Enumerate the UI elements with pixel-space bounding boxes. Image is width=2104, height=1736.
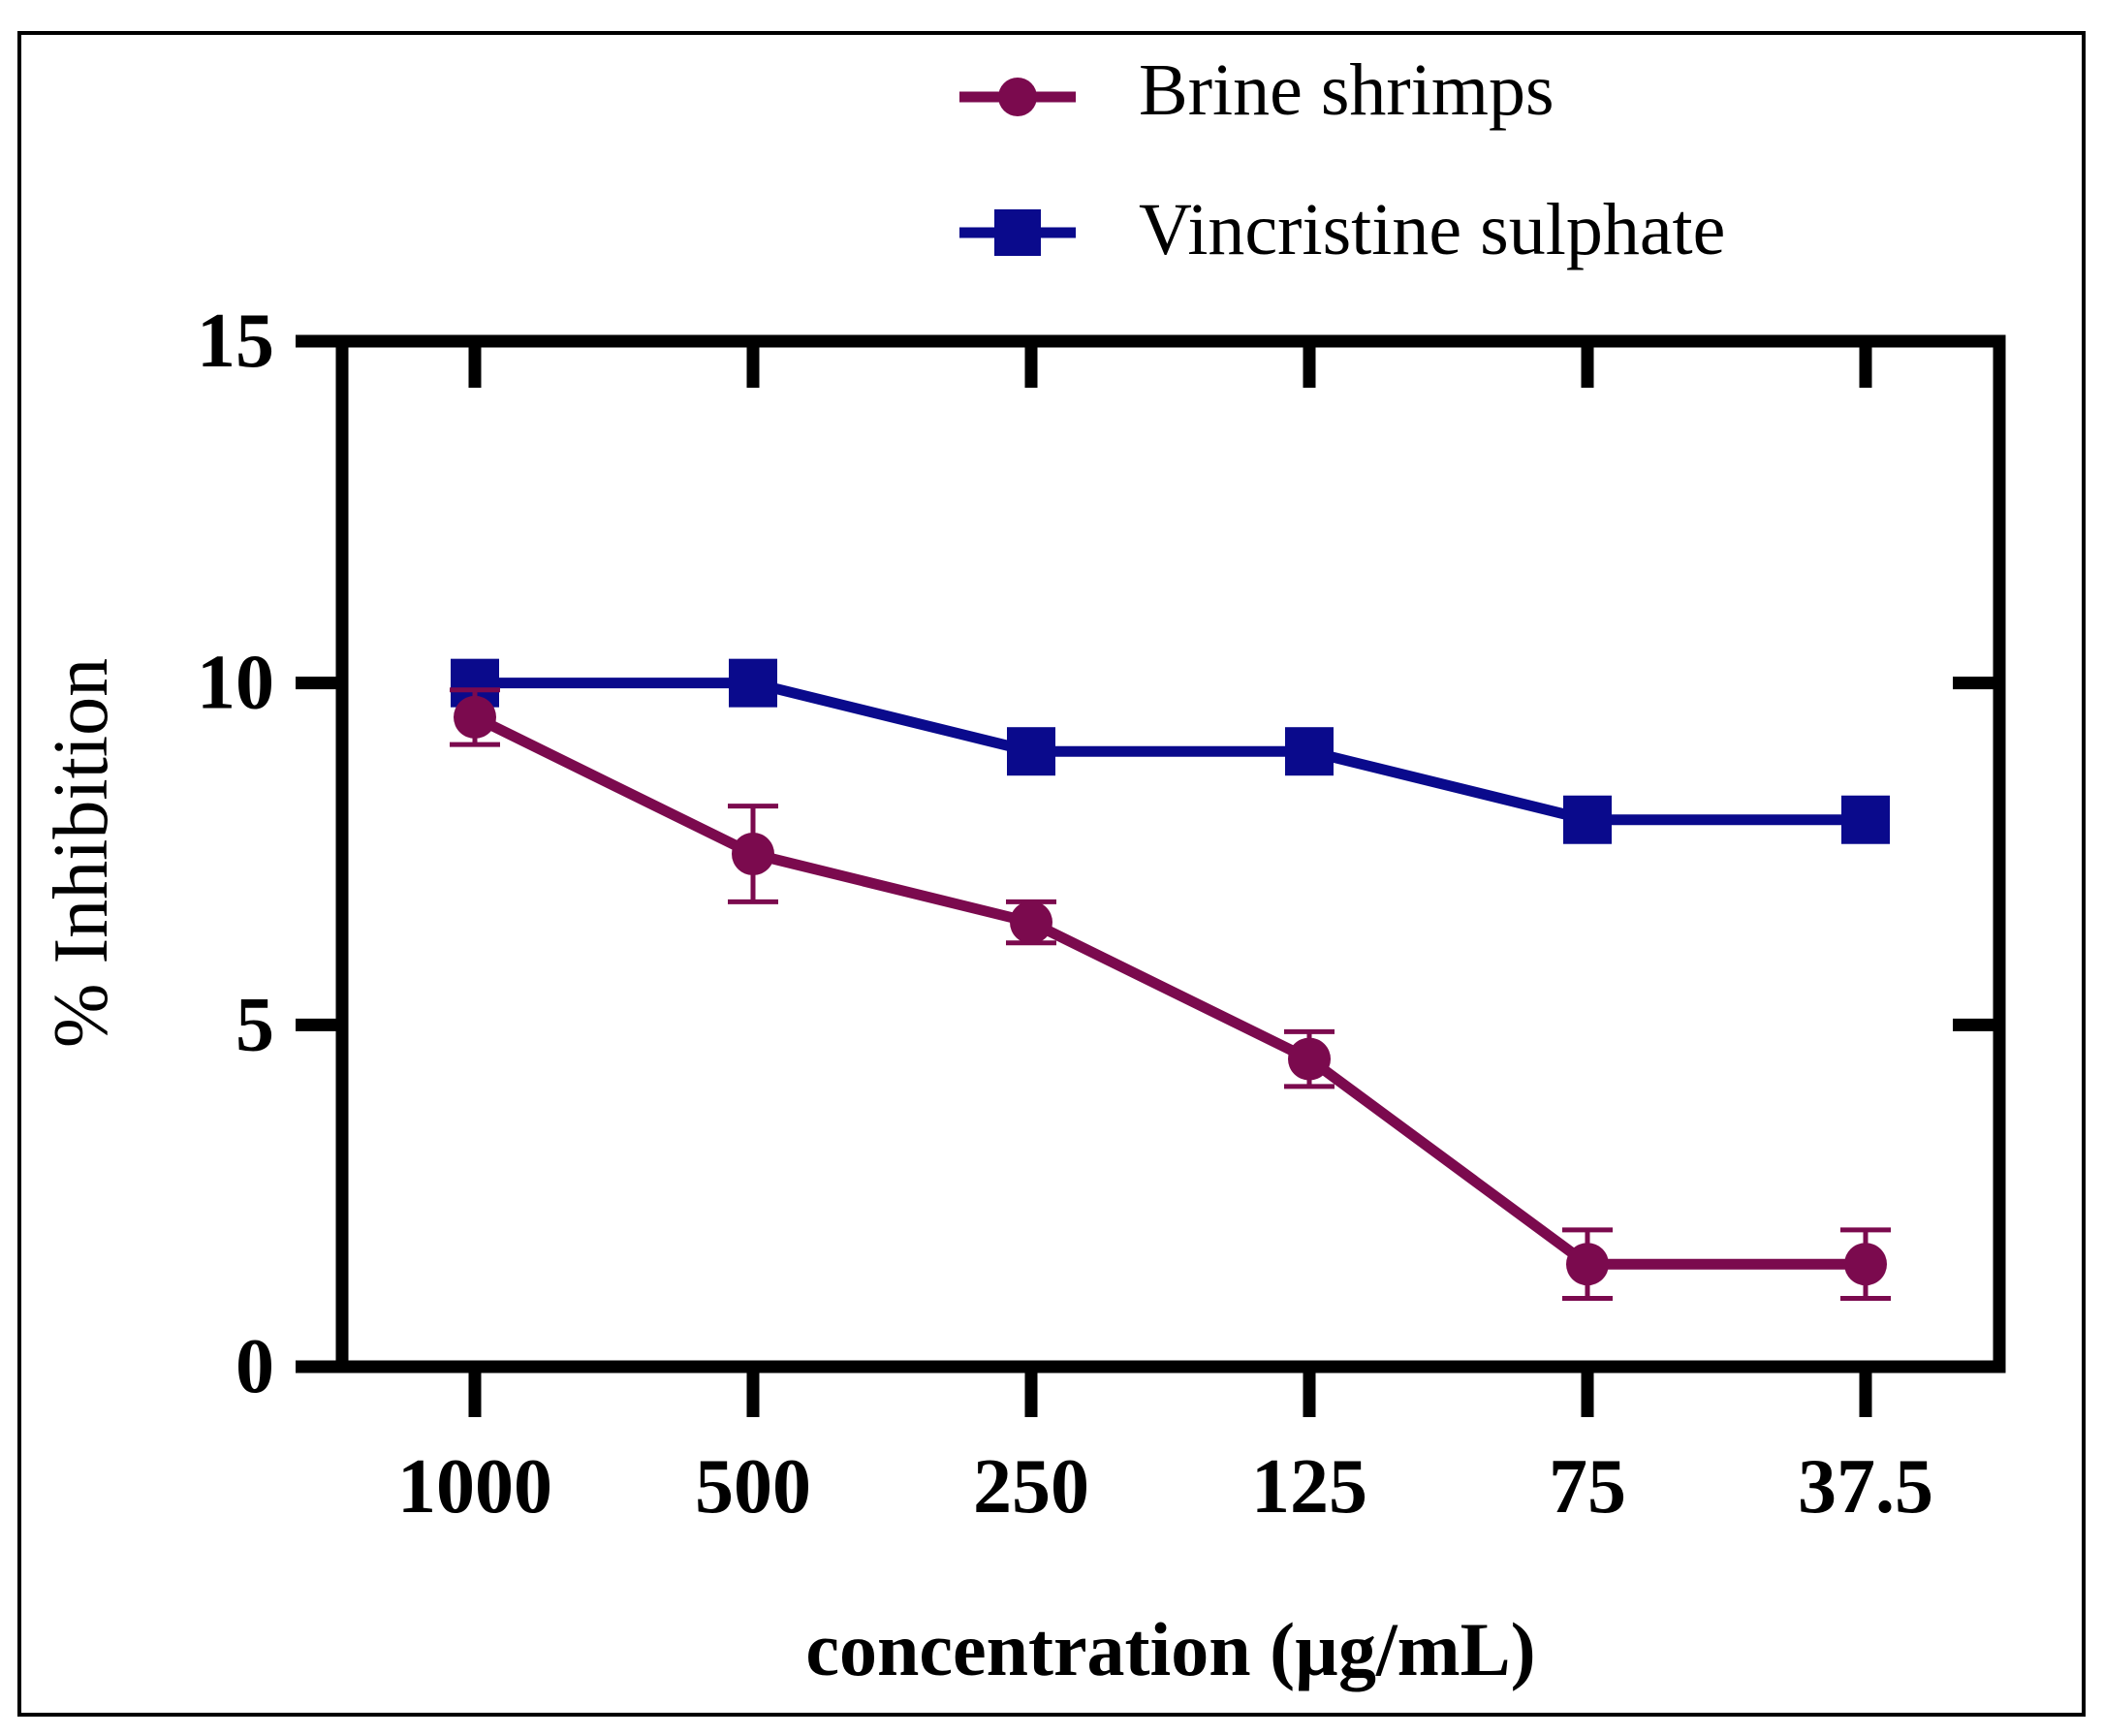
series-vincristine-sulphate (451, 658, 1890, 844)
legend-label-brine-shrimps: Brine shrimps (1139, 49, 1554, 131)
y-axis-title: % Inhibition (39, 658, 124, 1048)
x-tick-label-5: 37.5 (1798, 1444, 1933, 1530)
series-line-vincristine-sulphate (475, 678, 1866, 826)
data-point-vincristine-sulphate-5 (1841, 795, 1890, 844)
x-tick-label-3: 125 (1251, 1444, 1367, 1530)
legend: Brine shrimps Vincristine sulphate (959, 49, 1725, 270)
x-tick-label-0: 1000 (397, 1444, 552, 1530)
x-tick-label-2: 250 (973, 1444, 1089, 1530)
y-tick-label-15: 15 (197, 299, 274, 384)
data-point-brine-shrimps-1 (732, 833, 774, 875)
figure-border (17, 31, 2086, 1717)
legend-label-vincristine-sulphate: Vincristine sulphate (1139, 189, 1725, 270)
y-tick-label-5: 5 (236, 982, 274, 1067)
data-point-vincristine-sulphate-2 (1007, 727, 1055, 776)
data-point-vincristine-sulphate-1 (729, 658, 777, 708)
series-layer (450, 658, 1891, 1301)
data-point-vincristine-sulphate-4 (1563, 795, 1612, 844)
data-point-vincristine-sulphate-3 (1285, 727, 1334, 776)
data-point-brine-shrimps-4 (1566, 1243, 1609, 1286)
legend-marker-brine-shrimps (998, 78, 1037, 116)
data-point-brine-shrimps-5 (1844, 1243, 1887, 1286)
series-line-brine-shrimps (472, 711, 1866, 1270)
legend-marker-vincristine-sulphate (994, 209, 1041, 256)
series-brine-shrimps (450, 687, 1891, 1301)
plot-area-frame (335, 334, 2006, 1373)
data-point-brine-shrimps-2 (1010, 900, 1052, 944)
x-tick-label-1: 500 (695, 1444, 811, 1530)
data-point-brine-shrimps-3 (1288, 1037, 1331, 1081)
x-tick-label-4: 75 (1549, 1444, 1626, 1530)
data-point-brine-shrimps-0 (454, 695, 496, 739)
y-tick-label-0: 0 (236, 1324, 274, 1409)
x-axis-title: concentration (µg/mL) (805, 1607, 1535, 1691)
y-axis: 0 5 10 15 (197, 299, 1999, 1409)
x-axis: 1000 500 250 125 75 37.5 (397, 341, 1933, 1530)
y-tick-label-10: 10 (197, 641, 274, 726)
